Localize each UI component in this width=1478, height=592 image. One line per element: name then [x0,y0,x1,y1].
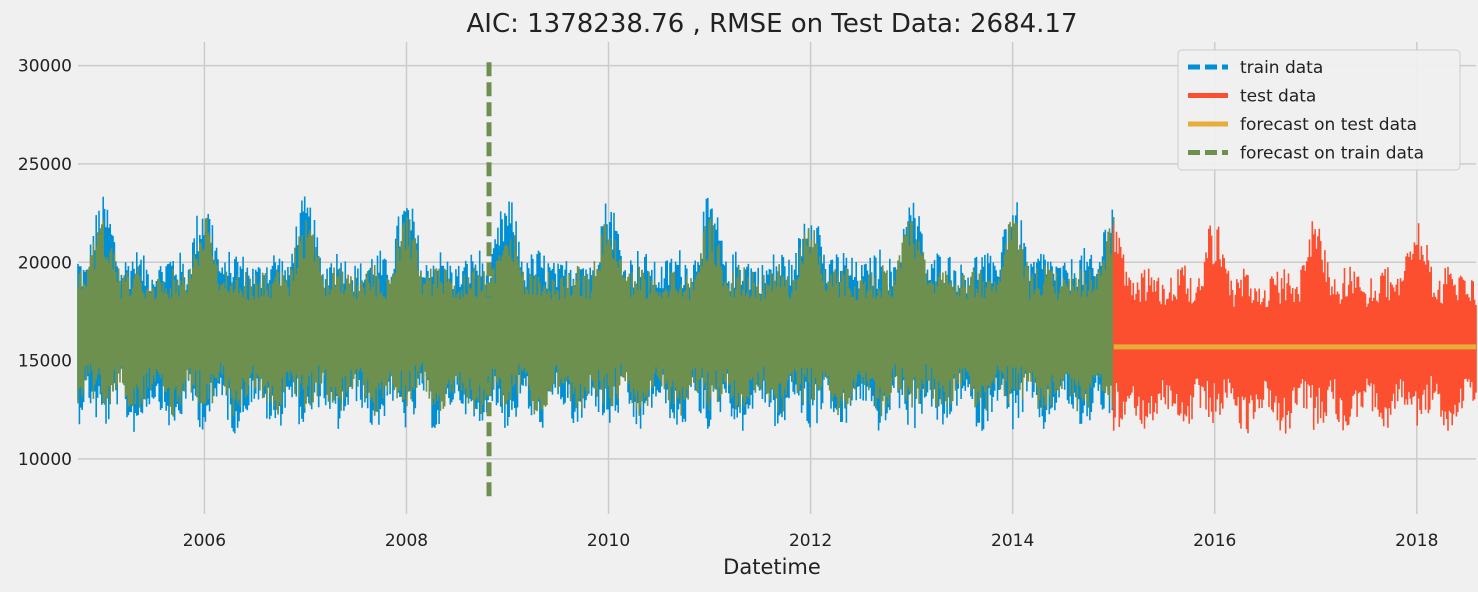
y-tick-label: 15000 [18,352,72,372]
x-tick-label: 2012 [789,531,832,551]
legend: train data test data forecast on test data… [1177,49,1461,171]
y-tick-label: 10000 [18,450,72,470]
y-tick-label: 20000 [18,253,72,273]
series-test-data [1112,221,1477,434]
x-tick-label: 2008 [385,531,428,551]
legend-label: train data [1240,58,1323,78]
chart-title: AIC: 1378238.76 , RMSE on Test Data: 268… [467,9,1078,39]
x-tick-label: 2006 [183,531,226,551]
y-tick-label: 30000 [18,57,72,77]
series-forecast-on-train-data [77,217,1115,417]
x-axis-label: Datetime [723,555,821,579]
x-tick-label: 2010 [587,531,630,551]
legend-label: forecast on test data [1240,115,1417,135]
legend-box [1177,49,1461,171]
x-tick-label: 2016 [1193,531,1236,551]
series-layer [77,61,1477,497]
x-tick-label: 2018 [1395,531,1438,551]
legend-label: forecast on train data [1240,144,1424,164]
x-tick-label: 2014 [991,531,1034,551]
y-tick-label: 25000 [18,155,72,175]
tick-labels: 2006 2008 2010 2012 2014 2016 2018 10000 15000 20… [18,57,1438,551]
legend-label: test data [1240,87,1316,107]
